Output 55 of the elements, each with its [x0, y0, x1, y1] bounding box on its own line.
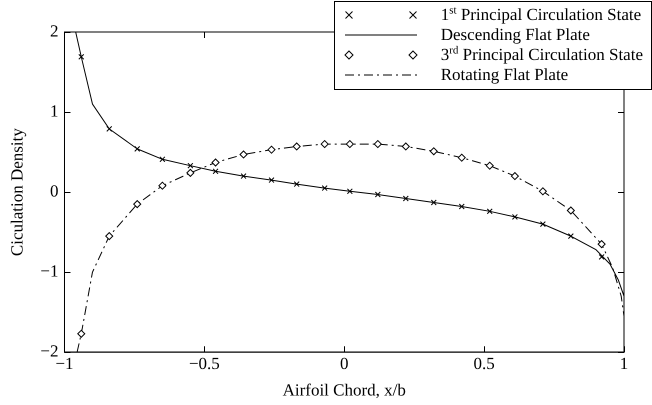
y-axis-title: Ciculation Density: [8, 128, 27, 256]
point: [133, 200, 142, 208]
point: [78, 54, 84, 60]
x-tick-label: −0.5: [188, 354, 220, 373]
point: [106, 126, 112, 132]
point: [598, 240, 606, 248]
y-tick-label: −1: [40, 262, 58, 281]
point: [134, 146, 140, 152]
legend-label: 1$^{st}$ Principal Circulation State: [440, 4, 642, 25]
legend-label: Rotating Flat Plate: [440, 65, 568, 85]
point: [240, 173, 247, 180]
point: [187, 162, 194, 169]
point: [374, 192, 381, 198]
point: [292, 142, 301, 150]
x-axis-title: Airfoil Chord, x/b: [282, 380, 406, 400]
point: [430, 147, 438, 156]
point: [374, 140, 382, 148]
point: [320, 140, 329, 148]
point: [458, 204, 465, 210]
y-tick-label: 1: [50, 102, 58, 121]
point: [512, 214, 518, 220]
point: [105, 232, 114, 240]
point: [486, 162, 494, 170]
point: [458, 154, 466, 162]
legend-label: 3$^{rd}$ Principal Circulation State: [440, 44, 643, 65]
legend-label: Descending Flat Plate: [440, 25, 590, 45]
point: [538, 187, 547, 196]
point: [186, 168, 194, 177]
point: [430, 200, 437, 206]
y-tick-label: 2: [50, 21, 58, 40]
point: [212, 168, 219, 174]
x-tick-label: 0.5: [473, 354, 495, 373]
y-tick-label: 0: [50, 182, 58, 201]
x-tick-label: 0: [340, 354, 348, 373]
point: [540, 221, 546, 228]
x-tick-label: 1: [620, 354, 628, 373]
point: [402, 142, 410, 150]
point: [346, 188, 353, 194]
y-tick-label: −2: [40, 342, 58, 361]
point: [240, 150, 248, 158]
point: [322, 185, 328, 192]
point: [268, 146, 276, 154]
point: [159, 156, 166, 162]
point: [510, 172, 519, 180]
point: [568, 233, 574, 240]
point: [268, 177, 274, 184]
point: [294, 181, 300, 188]
point: [158, 182, 166, 190]
point: [566, 206, 575, 215]
point: [486, 208, 493, 214]
point: [598, 254, 605, 260]
point: [402, 196, 409, 202]
point: [212, 158, 220, 166]
point: [77, 330, 86, 338]
point: [346, 140, 354, 148]
